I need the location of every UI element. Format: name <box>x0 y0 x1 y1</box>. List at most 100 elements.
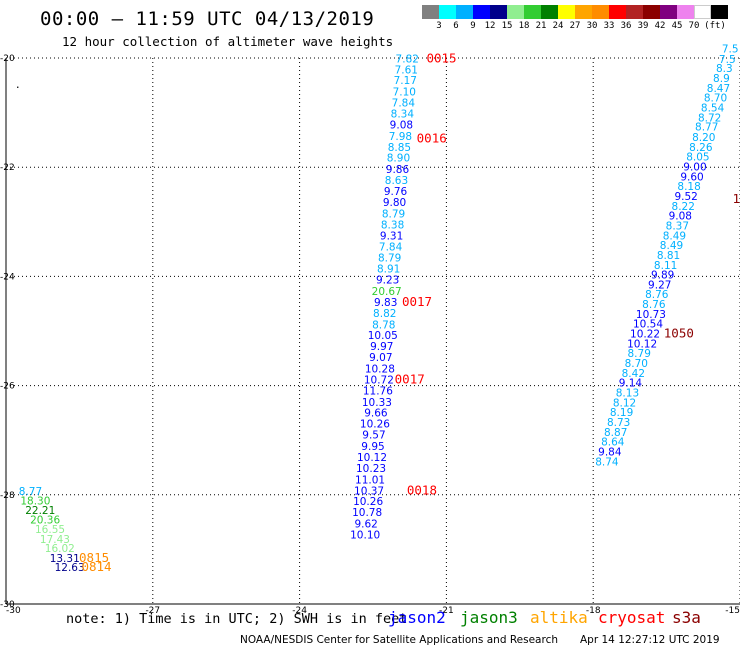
wave-height-value: 10.22 <box>630 329 660 341</box>
wave-height-value: 8.42 <box>622 368 645 380</box>
wave-height-value: 8.38 <box>381 219 404 231</box>
wave-height-value: 8.81 <box>657 250 680 262</box>
wave-height-value: 8.19 <box>610 407 633 419</box>
color-scale-label: 30 <box>586 21 598 31</box>
pass-time-label: 0017 <box>395 371 425 386</box>
wave-height-value: 9.60 <box>680 171 703 183</box>
wave-height-value: 10.10 <box>350 529 380 541</box>
color-scale-label: 21 <box>535 21 547 31</box>
color-swatch <box>541 5 558 19</box>
wave-height-value: 9.62 <box>354 519 377 531</box>
color-swatch <box>643 5 660 19</box>
color-swatch <box>507 5 524 19</box>
wave-height-value: 13.31 <box>50 553 80 565</box>
wave-height-value: 10.26 <box>353 496 383 508</box>
color-swatch <box>575 5 592 19</box>
wave-height-value: 7.61 <box>395 64 418 76</box>
wave-height-value: 7.17 <box>394 75 417 87</box>
wave-height-value: 9.83 <box>374 297 397 309</box>
y-tick-label: -26 <box>0 382 15 392</box>
wave-height-value: 10.33 <box>362 397 392 409</box>
wave-height-value: 10.37 <box>354 485 384 497</box>
color-swatch <box>558 5 575 19</box>
wave-height-value: 22.21 <box>25 505 55 517</box>
wave-height-value: 10.72 <box>364 374 394 386</box>
color-scale-bar <box>422 5 728 19</box>
x-tick-label: -21 <box>439 606 454 616</box>
pass-time-label: 0814 <box>81 559 111 574</box>
wave-height-value: 9.80 <box>383 197 406 209</box>
color-scale-label: 39 <box>637 21 649 31</box>
wave-height-value: 10.05 <box>368 330 398 342</box>
legend-jason3: jason3 <box>460 608 518 627</box>
wave-height-value: 9.14 <box>619 378 643 390</box>
wave-height-value: 7.82 <box>396 53 419 65</box>
wave-height-value: 18.30 <box>20 496 50 508</box>
wave-height-value: 12.63 <box>55 562 85 574</box>
wave-height-value: 10.23 <box>356 463 386 475</box>
wave-height-value: 8.37 <box>666 220 689 232</box>
wave-height-value: 8.73 <box>607 417 630 429</box>
wave-height-value: 8.87 <box>604 427 627 439</box>
color-swatch <box>592 5 609 19</box>
wave-height-value: 9.66 <box>364 408 388 420</box>
wave-height-value: 8.72 <box>698 112 721 124</box>
wave-height-value: 9.00 <box>683 161 706 173</box>
wave-height-value: 10.12 <box>357 452 387 464</box>
wave-height-value: 8.20 <box>692 132 715 144</box>
wave-height-value: 16.02 <box>45 543 75 555</box>
color-scale-label: 12 <box>484 21 496 31</box>
wave-height-value: 8.13 <box>616 388 639 400</box>
wave-height-value: 8.85 <box>388 142 411 154</box>
wave-height-value: 8.22 <box>672 201 695 213</box>
legend-s3a: s3a <box>672 608 701 627</box>
wave-height-value: 20.36 <box>30 515 60 527</box>
wave-height-value: 8.79 <box>628 348 651 360</box>
wave-height-value: 11.01 <box>355 474 385 486</box>
color-swatch <box>711 5 728 19</box>
x-tick-label: -15 <box>725 606 740 616</box>
wave-height-value: 8.05 <box>686 152 709 164</box>
color-swatch <box>473 5 490 19</box>
legend-cryosat: cryosat <box>598 608 666 627</box>
y-tick-label: -30 <box>0 600 15 610</box>
wave-height-value: 8.18 <box>677 181 700 193</box>
color-scale-unit: (ft) <box>704 21 726 31</box>
x-tick-label: -24 <box>292 606 307 616</box>
wave-height-value: 10.54 <box>633 319 663 331</box>
wave-height-value: 8.76 <box>642 299 666 311</box>
wave-height-value: 8.3 <box>716 63 733 75</box>
color-scale-label: 45 <box>671 21 683 31</box>
wave-height-value: 9.52 <box>674 191 697 203</box>
y-tick-label: -24 <box>0 272 15 282</box>
wave-height-value: 8.11 <box>654 260 677 272</box>
legend-altika: altika <box>530 608 588 627</box>
color-swatch <box>456 5 473 19</box>
color-scale-label: 3 <box>436 21 442 31</box>
wave-height-value: 8.79 <box>382 208 405 220</box>
color-swatch <box>422 5 439 19</box>
pass-time-label: 0815 <box>79 550 109 565</box>
color-scale-label: 27 <box>569 21 581 31</box>
color-scale-label: 36 <box>620 21 632 31</box>
wave-height-value: 9.84 <box>598 446 622 458</box>
wave-height-value: 8.49 <box>660 240 683 252</box>
wave-height-value: 8.77 <box>19 486 42 498</box>
wave-height-value: 9.97 <box>370 341 393 353</box>
wave-height-value: 8.63 <box>385 175 408 187</box>
wave-height-value: 9.08 <box>390 119 413 131</box>
color-swatch <box>626 5 643 19</box>
wave-height-value: 7.98 <box>389 131 412 143</box>
x-tick-label: -27 <box>145 606 160 616</box>
wave-height-value: 9.23 <box>376 274 399 286</box>
wave-height-value: 8.78 <box>372 319 395 331</box>
wave-height-value: 10.12 <box>627 338 657 350</box>
wave-height-value: 8.9 <box>713 73 730 85</box>
wave-height-value: 8.49 <box>663 230 686 242</box>
wave-height-value: 8.90 <box>387 153 410 165</box>
wave-height-value: 8.70 <box>625 358 648 370</box>
wave-height-value: 16.55 <box>35 524 65 536</box>
color-swatch <box>524 5 541 19</box>
wave-height-value: 8.74 <box>595 456 619 468</box>
wave-height-value: 10.73 <box>636 309 666 321</box>
